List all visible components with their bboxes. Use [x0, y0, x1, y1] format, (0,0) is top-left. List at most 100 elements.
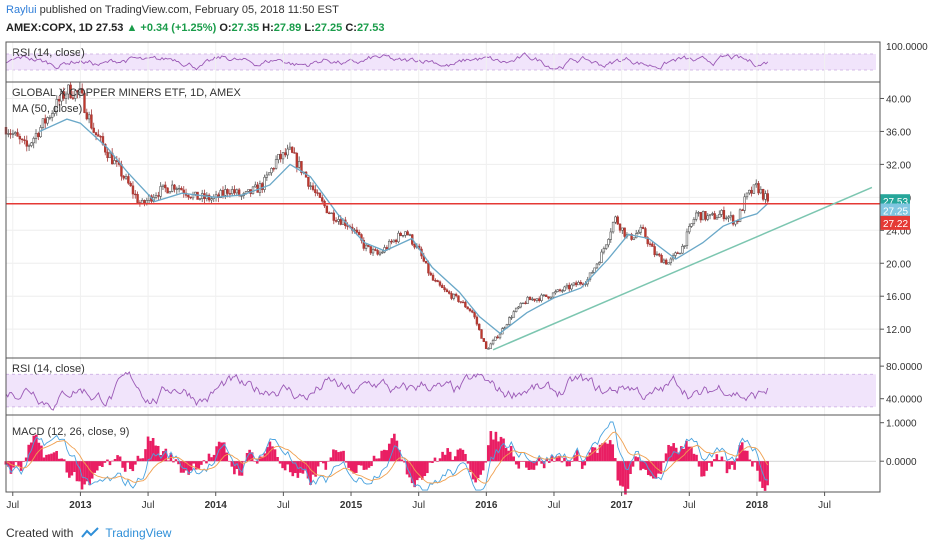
candle-body	[551, 292, 555, 298]
price-tick-label: 24.00	[886, 226, 911, 237]
candle-body	[676, 252, 679, 254]
candle-body	[459, 301, 462, 303]
macd-bar	[608, 440, 612, 462]
macd-bar	[489, 431, 493, 462]
candle-body	[18, 136, 22, 140]
macd-bar	[733, 461, 736, 470]
macd-bar	[240, 461, 244, 476]
macd-title: MACD (12, 26, close, 9)	[12, 426, 129, 438]
candle-body	[39, 127, 42, 138]
candle-body	[364, 244, 368, 249]
rsi-top-band	[6, 54, 876, 70]
candle-body	[491, 339, 495, 345]
macd-bar	[233, 461, 236, 475]
x-tick-label: 2018	[746, 500, 769, 511]
candle-body	[390, 240, 393, 243]
candle-body	[431, 274, 435, 281]
price-tick-label: 32.00	[886, 160, 911, 171]
macd-bar	[253, 460, 257, 462]
candle-body	[168, 191, 172, 194]
candle-body	[471, 310, 474, 313]
x-tick-label: 2013	[69, 500, 92, 511]
candle-body	[355, 229, 359, 233]
candle-body	[669, 258, 673, 264]
macd-bar	[141, 458, 145, 462]
low-label: L:	[304, 22, 315, 34]
candle-body	[484, 341, 488, 349]
candle-body	[314, 189, 317, 194]
candle-body	[681, 246, 684, 254]
candle-body	[766, 193, 769, 202]
candle-body	[221, 190, 225, 196]
candle-body	[187, 195, 190, 198]
candle-body	[104, 144, 107, 153]
candle-body	[752, 184, 756, 194]
candle-body	[664, 259, 668, 265]
macd-bar	[316, 461, 320, 467]
macd-bar	[118, 456, 122, 462]
macd-bar	[474, 461, 477, 483]
macd-bar	[276, 457, 279, 462]
candle-body	[136, 194, 139, 203]
macd-bar	[139, 458, 142, 462]
macd-bar	[748, 459, 752, 462]
candle-body	[85, 112, 88, 120]
candle-body	[662, 259, 666, 263]
macd-bar	[93, 461, 97, 473]
macd-bar	[603, 442, 607, 462]
macd-bar	[659, 461, 663, 474]
macd-bar	[639, 461, 642, 471]
macd-bar	[413, 461, 416, 488]
candle-body	[180, 187, 183, 191]
macd-bar	[344, 461, 348, 463]
macd-bar	[408, 461, 411, 478]
macd-bar	[197, 461, 201, 469]
macd-bar	[319, 461, 323, 462]
macd-bar	[184, 461, 188, 471]
macd-bar	[9, 461, 13, 474]
candle-body	[32, 138, 35, 144]
candle-body	[334, 220, 338, 222]
candle-body	[731, 215, 735, 225]
candle-body	[224, 189, 227, 196]
rsi-tick-label: 40.0000	[886, 395, 923, 406]
macd-bar	[151, 437, 155, 462]
macd-bar	[494, 431, 498, 462]
candle-body	[759, 188, 763, 194]
chart-svg[interactable]: RSI (14, close) 100.0000 12.00 16.00 20.00 2…	[0, 0, 932, 520]
candle-body	[701, 211, 705, 221]
macd-bar	[377, 458, 381, 462]
candle-body	[108, 152, 112, 159]
last-price: 27.53	[95, 22, 124, 34]
macd-bar	[161, 451, 165, 462]
macd-bar	[230, 461, 234, 467]
macd-bar	[613, 458, 617, 462]
candle-body	[177, 187, 181, 190]
macd-bar	[735, 458, 739, 462]
macd-bar	[375, 458, 378, 462]
macd-bar	[514, 461, 518, 465]
candle-body	[561, 290, 564, 292]
candle-body	[478, 323, 481, 330]
macd-bar	[342, 450, 345, 462]
tradingview-link[interactable]: TradingView	[105, 526, 172, 540]
macd-bar	[758, 461, 762, 482]
candle-body	[568, 284, 571, 290]
candle-body	[318, 192, 322, 198]
macd-bar	[329, 457, 333, 462]
candle-body	[122, 175, 125, 179]
macd-bar	[601, 443, 604, 462]
candle-body	[360, 234, 363, 241]
macd-bar	[685, 440, 688, 462]
macd-bar	[200, 461, 203, 465]
macd-bar	[357, 461, 361, 466]
candle-body	[764, 193, 767, 200]
author-link[interactable]: Raylui	[6, 4, 37, 16]
ohlc-line: AMEX:COPX, 1D 27.53 ▲ +0.34 (+1.25%) O:2…	[6, 22, 384, 34]
candle-body	[41, 118, 45, 128]
candle-body	[683, 245, 686, 247]
price-tick-label: 36.00	[886, 127, 911, 138]
macd-bar	[707, 461, 711, 463]
candle-body	[321, 197, 324, 202]
change-value: +0.34 (+1.25%)	[140, 22, 217, 34]
